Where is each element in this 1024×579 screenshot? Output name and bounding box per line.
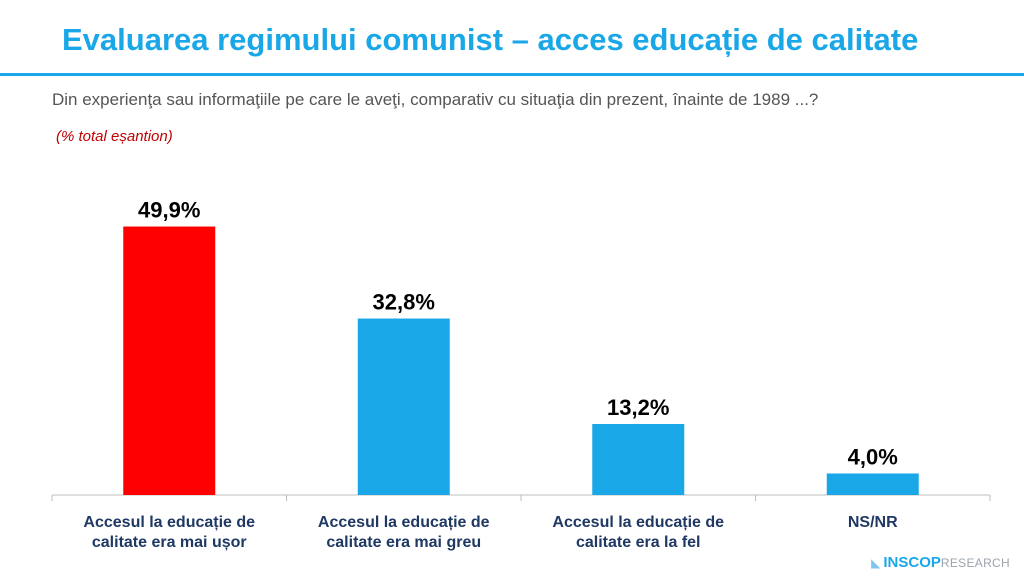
data-label: 49,9% [138, 198, 200, 223]
brand-suffix: RESEARCH [940, 555, 1010, 570]
bar [357, 318, 450, 495]
category-label-line: Accesul la educație de [552, 514, 724, 531]
category-label-line: Accesul la educație de [83, 514, 255, 531]
title-underline [0, 73, 1024, 76]
category-label: NS/NR [848, 514, 898, 531]
data-label: 13,2% [607, 395, 669, 420]
page-title: Evaluarea regimului comunist – acces edu… [62, 22, 919, 57]
bar [592, 423, 685, 495]
category-label-line: calitate era mai greu [326, 534, 481, 551]
sample-note: (% total eșantion) [56, 128, 173, 145]
bar [123, 226, 216, 495]
brand-logo: ◣ INSCOP RESEARCH [871, 554, 1010, 571]
category-label: Accesul la educație de calitate era mai g… [318, 514, 490, 551]
category-label-line: calitate era mai ușor [92, 534, 247, 551]
category-label-line: Accesul la educație de [318, 514, 490, 531]
category-label-line: calitate era la fel [576, 534, 701, 551]
data-label: 4,0% [848, 444, 898, 469]
logo-mark-icon: ◣ [871, 555, 881, 570]
category-label-line: NS/NR [848, 514, 898, 531]
category-label: Accesul la educație de calitate era la fe… [552, 514, 724, 551]
bar [826, 473, 919, 495]
brand-name: INSCOP [883, 554, 941, 571]
category-label: Accesul la educație de calitate era mai u… [83, 514, 255, 551]
data-label: 32,8% [373, 290, 435, 315]
survey-question: Din experienţa sau informaţiile pe care … [52, 90, 819, 109]
